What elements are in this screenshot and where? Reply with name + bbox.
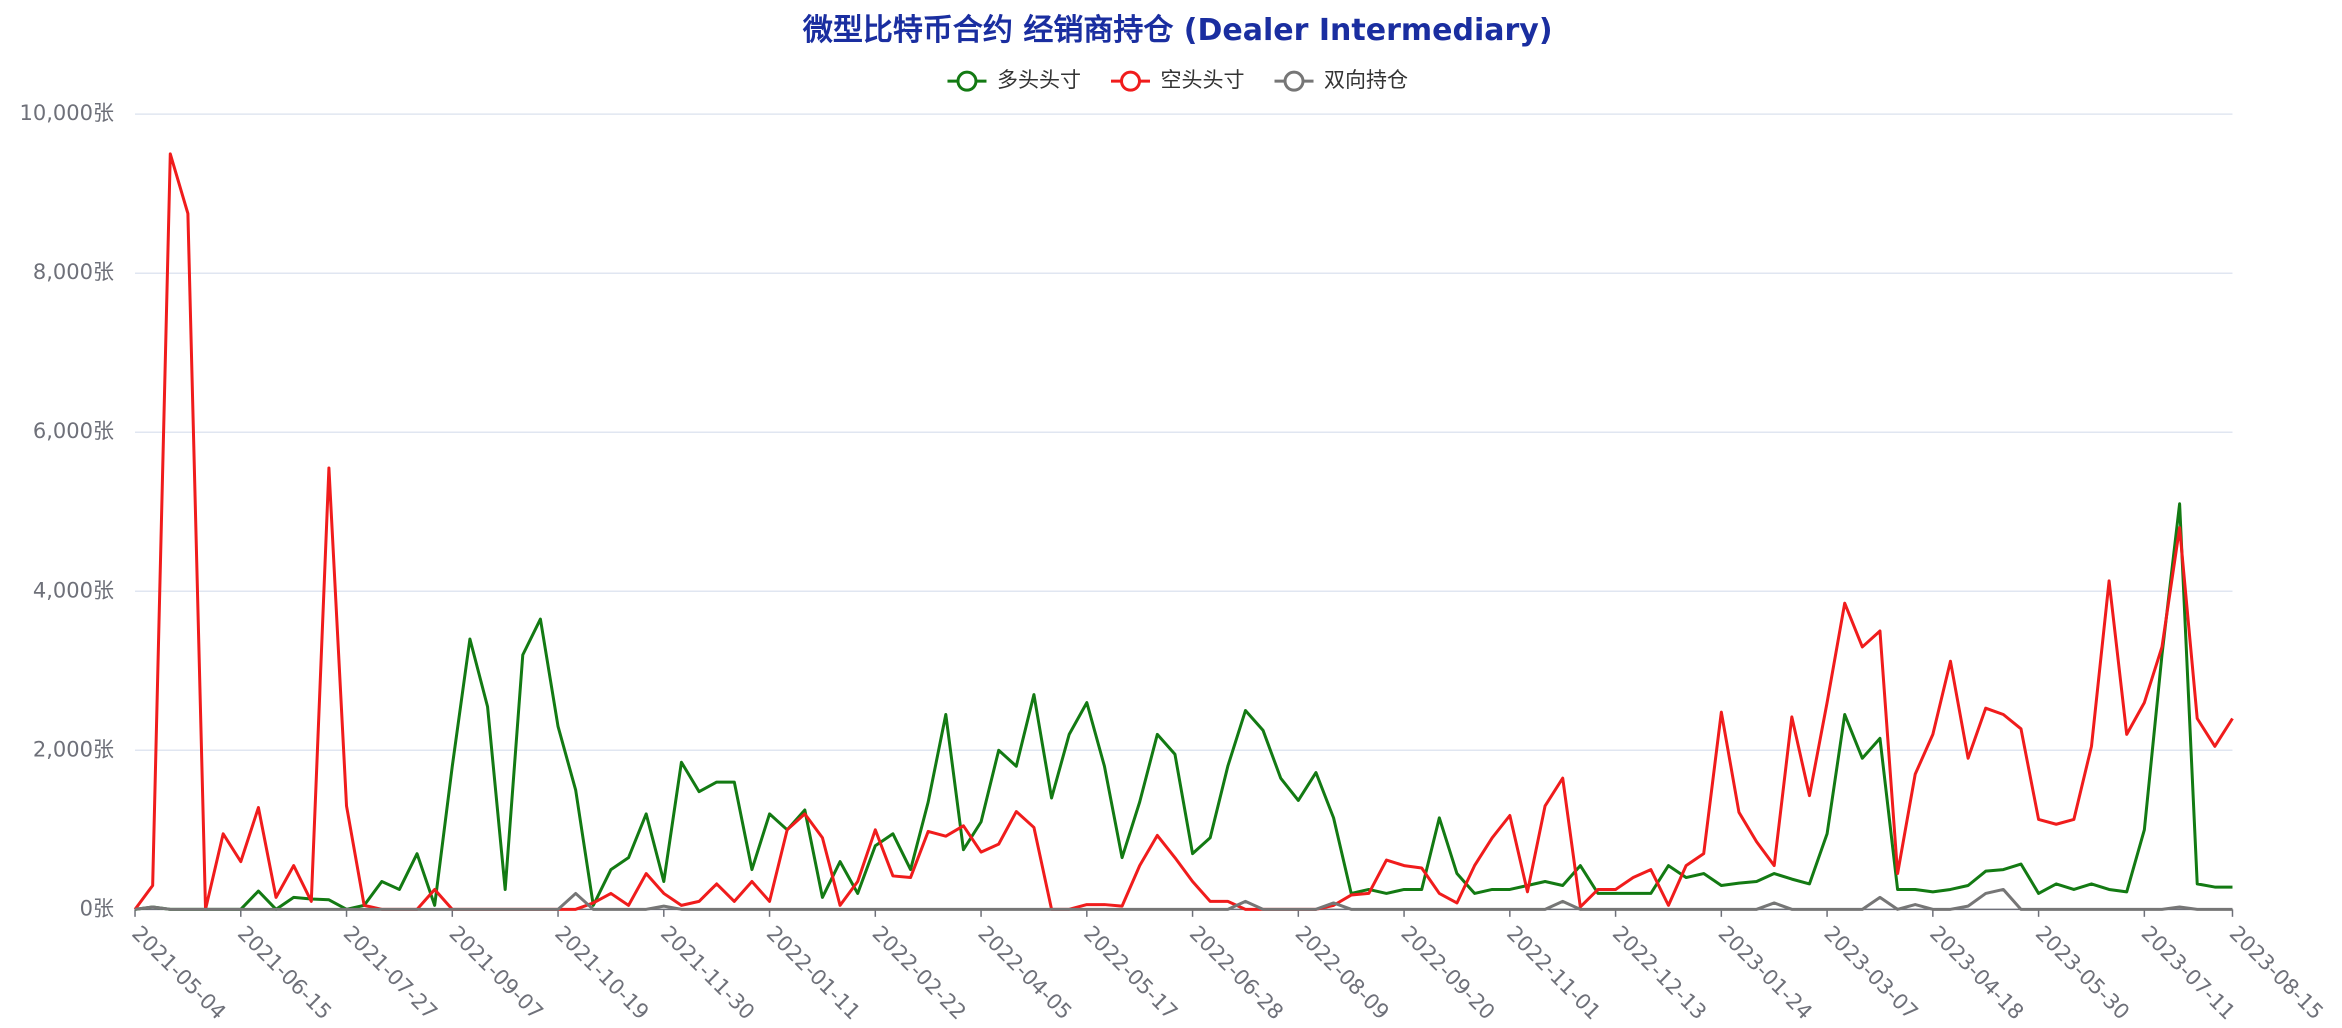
- x-tick-label: 2022-04-05: [973, 921, 1076, 1024]
- x-tick-label: 2023-04-18: [1925, 921, 2028, 1024]
- x-tick-label: 2021-05-04: [127, 921, 230, 1024]
- x-tick-label: 2021-07-27: [339, 921, 442, 1024]
- legend-label: 双向持仓: [1324, 68, 1408, 92]
- y-tick-label: 8,000张: [33, 260, 114, 284]
- x-tick-label: 2022-02-22: [868, 921, 971, 1024]
- x-tick-label: 2021-11-30: [656, 921, 759, 1024]
- legend-label: 多头头寸: [997, 68, 1081, 92]
- chart-title: 微型比特币合约 经销商持仓 (Dealer Intermediary): [802, 13, 1553, 48]
- y-tick-label: 4,000张: [33, 578, 114, 602]
- x-tick-label: 2023-05-30: [2031, 921, 2134, 1024]
- legend-item[interactable]: 双向持仓: [1274, 68, 1409, 92]
- x-tick-label: 2022-01-11: [762, 921, 865, 1024]
- legend-marker: [1119, 70, 1142, 92]
- legend-marker: [956, 70, 978, 92]
- y-tick-label: 0张: [80, 896, 114, 920]
- series-line: [134, 887, 2233, 911]
- x-tick-label: 2022-09-20: [1396, 921, 1499, 1024]
- x-tick-label: 2023-03-07: [1819, 921, 1922, 1024]
- x-tick-label: 2021-09-07: [445, 921, 548, 1024]
- series-line: [134, 502, 2233, 911]
- x-tick-label: 2023-08-15: [2225, 921, 2328, 1024]
- legend-item[interactable]: 多头头寸: [947, 68, 1081, 92]
- x-tick-label: 2022-06-28: [1185, 921, 1288, 1024]
- y-tick-label: 6,000张: [33, 419, 114, 443]
- x-tick-label: 2021-06-15: [233, 921, 336, 1024]
- x-tick-label: 2022-12-13: [1608, 921, 1711, 1024]
- legend-item[interactable]: 空头头寸: [1110, 68, 1245, 92]
- x-tick-label: 2023-01-24: [1714, 921, 1817, 1024]
- legend-label: 空头头寸: [1161, 68, 1245, 92]
- x-tick-label: 2022-11-01: [1502, 921, 1605, 1024]
- y-tick-label: 2,000张: [33, 737, 114, 761]
- legend-marker: [1283, 70, 1305, 92]
- x-tick-label: 2021-10-19: [550, 921, 653, 1024]
- y-tick-label: 10,000张: [20, 101, 114, 125]
- x-tick-label: 2022-08-09: [1291, 921, 1394, 1024]
- x-tick-label: 2022-05-17: [1079, 921, 1182, 1024]
- legend: 多头头寸 空头头寸 双向持仓: [947, 68, 1408, 92]
